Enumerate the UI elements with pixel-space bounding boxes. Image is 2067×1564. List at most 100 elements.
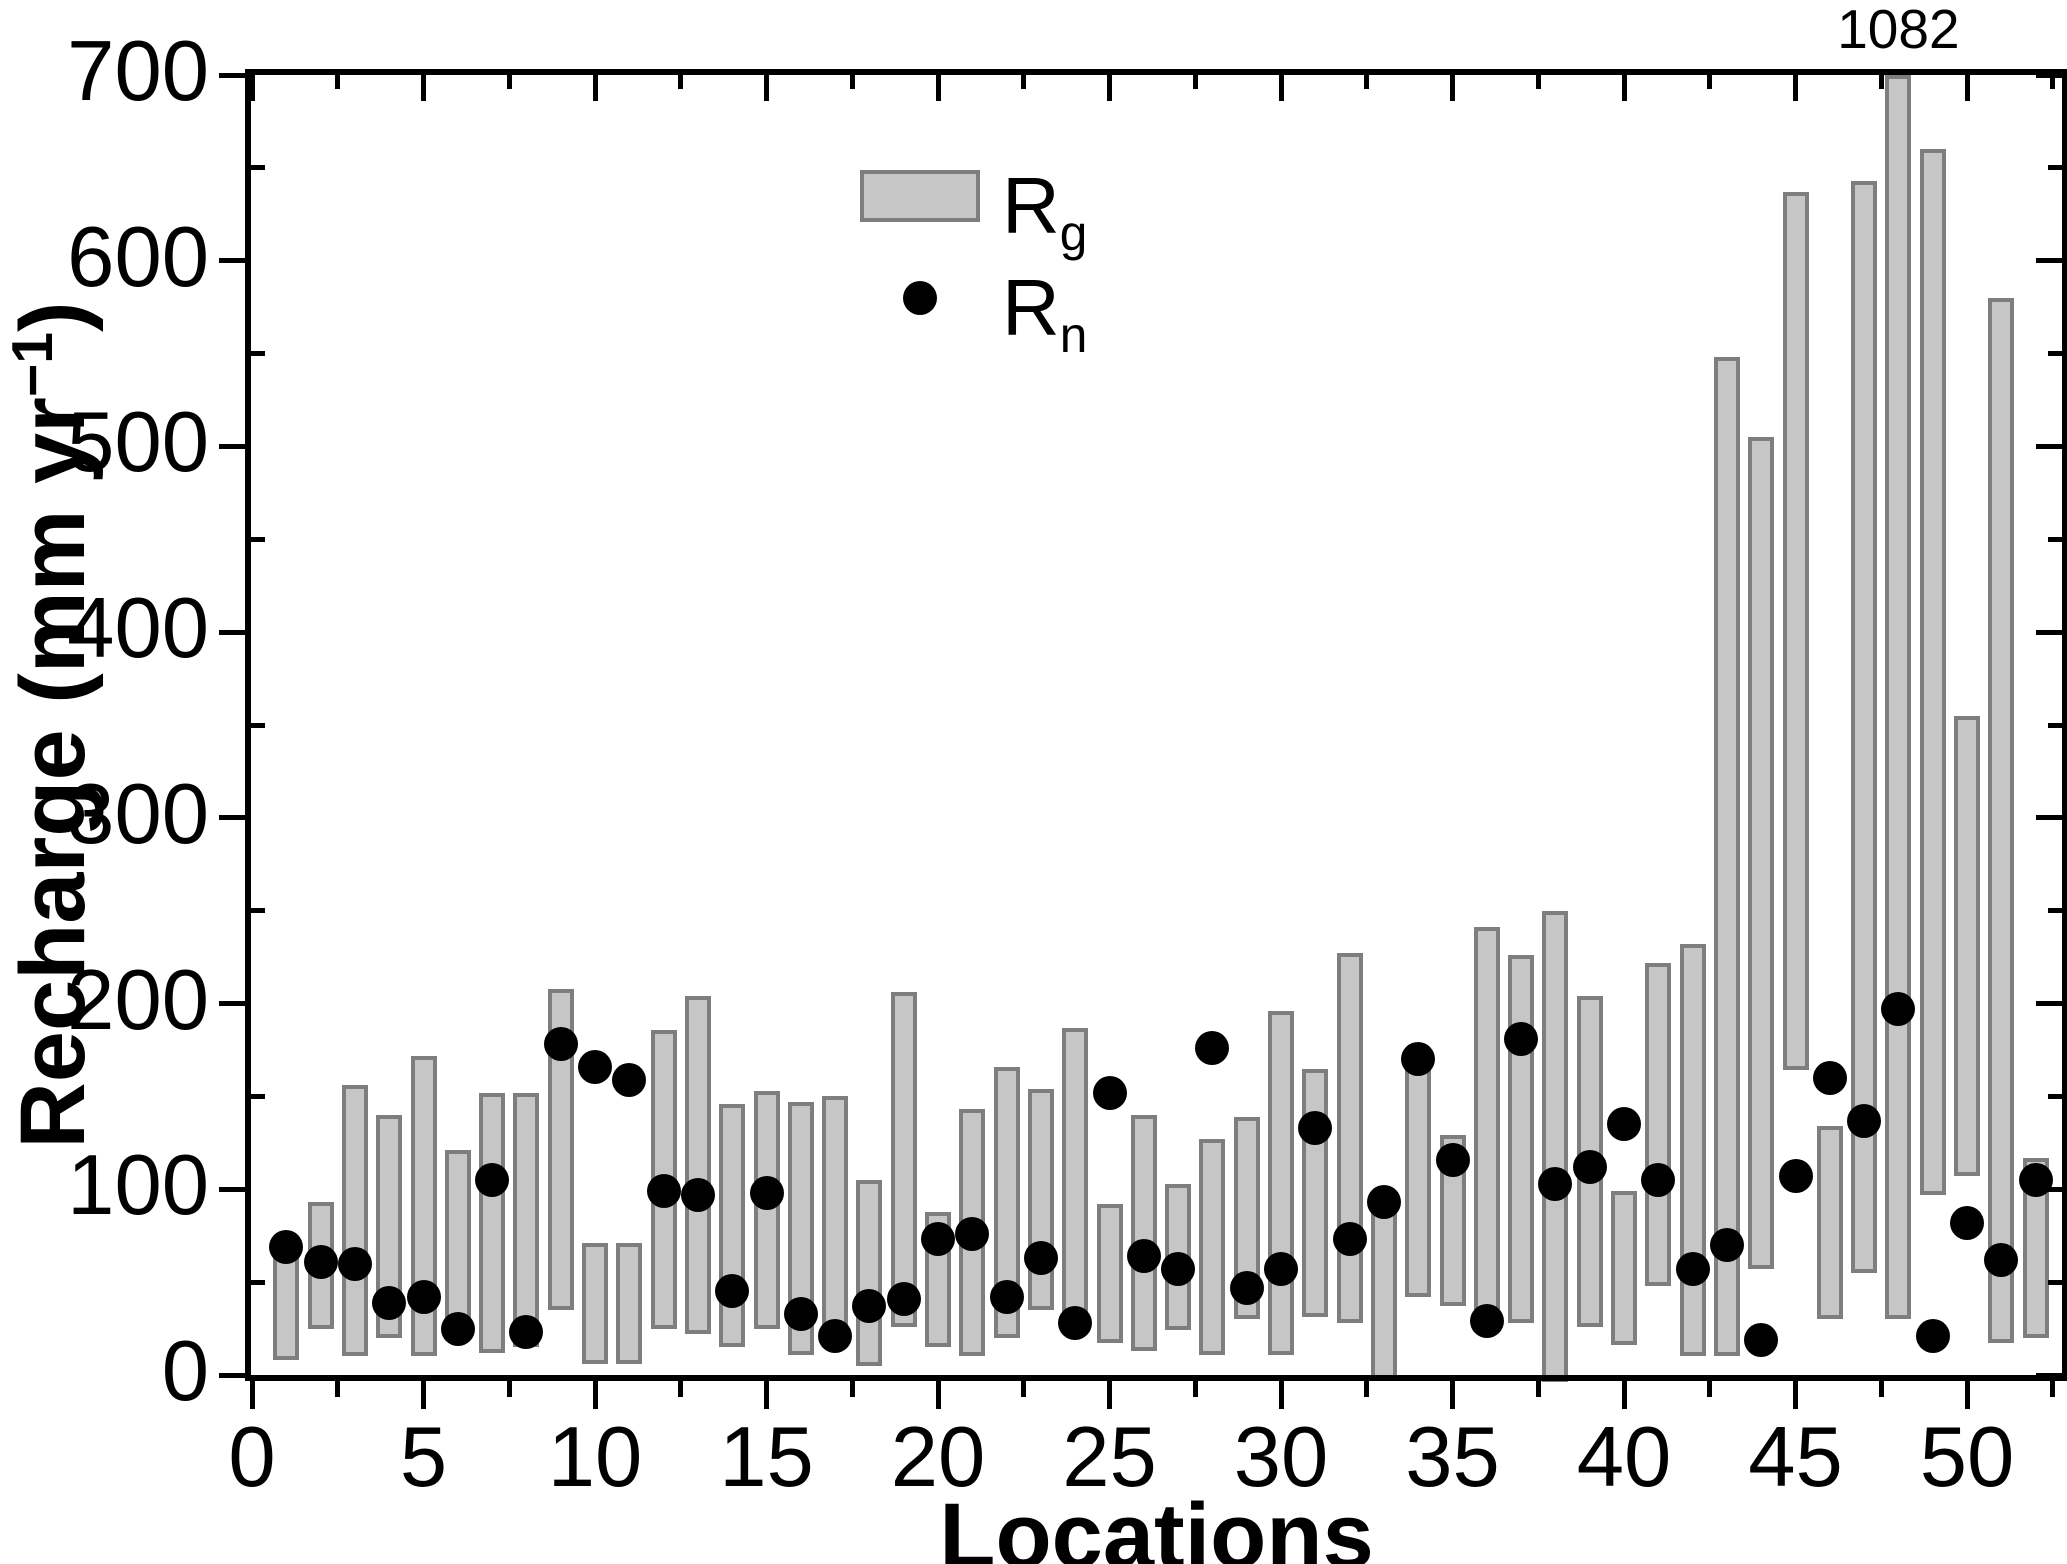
range-bar-location-25 <box>1096 1204 1123 1344</box>
x-tick-label-5: 5 <box>399 1410 448 1505</box>
y-minor-tick-left <box>251 1093 265 1099</box>
range-bar-location-40 <box>1611 1191 1637 1346</box>
range-bar-location-30 <box>1268 1011 1294 1355</box>
rn-data-point-location-13 <box>680 1177 715 1212</box>
rn-data-point-location-34 <box>1401 1042 1436 1077</box>
x-minor-tick-top <box>678 75 684 89</box>
range-bar-location-17 <box>822 1096 849 1338</box>
rn-data-point-location-14 <box>715 1274 750 1309</box>
y-major-tick-left <box>219 815 245 821</box>
x-major-tick-top <box>592 75 598 101</box>
range-bar-location-34 <box>1405 1055 1432 1297</box>
x-major-tick-top <box>1793 75 1798 101</box>
range-bar-location-43 <box>1713 357 1740 1357</box>
rn-data-point-location-15 <box>749 1176 784 1210</box>
rn-data-point-location-30 <box>1264 1252 1298 1287</box>
y-major-tick-left <box>219 258 245 264</box>
x-tick-label-50: 50 <box>1919 1410 2015 1505</box>
y-major-tick-left <box>219 1001 245 1007</box>
range-bar-location-37 <box>1508 955 1535 1323</box>
y-tick-label-200: 200 <box>67 952 209 1048</box>
x-major-tick-bottom <box>764 1381 769 1409</box>
rn-data-point-location-32 <box>1332 1222 1367 1257</box>
rn-data-point-location-47 <box>1847 1103 1882 1138</box>
range-bar-location-42 <box>1679 944 1706 1357</box>
rn-data-point-location-3 <box>337 1246 372 1281</box>
y-tick-label-300: 300 <box>67 766 209 862</box>
x-minor-tick-bottom <box>678 1381 684 1397</box>
y-major-tick-right <box>2036 629 2062 635</box>
rn-data-point-location-49 <box>1915 1319 1950 1353</box>
x-major-tick-bottom <box>249 1381 255 1409</box>
range-bar-location-6 <box>444 1150 471 1335</box>
y-major-tick-left <box>219 72 245 78</box>
range-bar-location-26 <box>1130 1115 1157 1351</box>
rn-data-point-location-1 <box>269 1229 304 1264</box>
x-major-tick-top <box>1964 75 1970 101</box>
rn-label-sub: n <box>1059 307 1088 363</box>
x-tick-label-25: 25 <box>1062 1410 1157 1505</box>
rn-data-point-location-50 <box>1950 1205 1984 1240</box>
range-bar-location-46 <box>1816 1126 1843 1320</box>
rn-data-point-location-42 <box>1675 1252 1710 1287</box>
rn-data-point-location-10 <box>578 1049 612 1084</box>
range-bar-location-18 <box>856 1180 883 1366</box>
rn-data-point-location-48 <box>1881 992 1916 1027</box>
rn-label-main: R <box>1002 263 1060 352</box>
y-minor-tick-right <box>2048 536 2062 542</box>
rn-data-point-location-41 <box>1641 1163 1676 1197</box>
range-bar-location-32 <box>1336 953 1363 1323</box>
y-major-tick-right <box>2036 1001 2062 1007</box>
range-bar-location-36 <box>1473 927 1500 1320</box>
x-minor-tick-top <box>335 75 341 89</box>
y-tick-label-700: 700 <box>67 24 209 120</box>
x-minor-tick-top <box>1707 75 1713 89</box>
rn-data-point-location-2 <box>303 1244 338 1279</box>
y-minor-tick-left <box>251 351 265 357</box>
y-major-tick-right <box>2036 258 2062 264</box>
y-major-tick-right <box>2036 72 2062 78</box>
x-minor-tick-top <box>1021 75 1027 89</box>
x-major-tick-top <box>935 75 941 101</box>
x-minor-tick-top <box>2050 75 2056 89</box>
x-minor-tick-bottom <box>1878 1381 1884 1397</box>
x-tick-label-45: 45 <box>1748 1410 1843 1505</box>
range-bar-location-45 <box>1782 192 1809 1071</box>
range-bar-location-8 <box>513 1092 540 1348</box>
rn-data-point-location-20 <box>921 1222 955 1257</box>
rn-data-point-location-40 <box>1607 1107 1641 1142</box>
y-major-tick-right <box>2036 443 2062 449</box>
range-bar-location-7 <box>479 1092 506 1353</box>
y-minor-tick-left <box>251 1279 265 1285</box>
x-minor-tick-bottom <box>849 1381 855 1397</box>
y-minor-tick-right <box>2048 1093 2062 1099</box>
rn-data-point-location-36 <box>1469 1304 1504 1339</box>
x-major-tick-top <box>1278 75 1284 101</box>
range-bar-location-11 <box>616 1243 643 1364</box>
range-bar-location-3 <box>341 1085 368 1357</box>
y-minor-tick-right <box>2048 351 2062 357</box>
rn-data-point-location-19 <box>886 1281 921 1316</box>
rn-data-point-location-6 <box>440 1311 475 1346</box>
rg-label-main: R <box>1002 161 1060 250</box>
x-minor-tick-bottom <box>1192 1381 1198 1397</box>
x-major-tick-top <box>1450 75 1455 101</box>
x-minor-tick-bottom <box>335 1381 341 1397</box>
rg-label-sub: g <box>1059 205 1088 261</box>
y-minor-tick-left <box>251 165 265 171</box>
rg-bar-swatch-icon <box>860 170 980 222</box>
rn-data-point-location-51 <box>1984 1242 2019 1277</box>
x-axis-title: Locations <box>939 1485 1374 1564</box>
x-tick-label-35: 35 <box>1405 1410 1500 1505</box>
x-minor-tick-top <box>849 75 855 89</box>
range-bar-location-50 <box>1954 715 1980 1177</box>
y-minor-tick-left <box>251 536 265 542</box>
x-tick-label-0: 0 <box>228 1410 276 1505</box>
x-tick-label-15: 15 <box>719 1410 814 1505</box>
rn-data-point-location-27 <box>1161 1252 1196 1287</box>
rn-data-point-location-24 <box>1058 1306 1093 1340</box>
x-major-tick-bottom <box>1450 1381 1455 1409</box>
rn-data-point-location-4 <box>372 1285 407 1320</box>
